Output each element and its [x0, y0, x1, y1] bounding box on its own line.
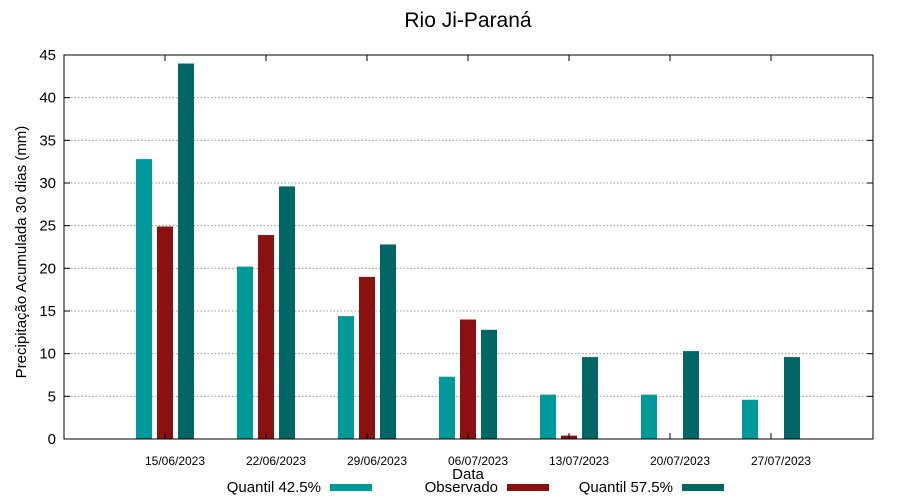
x-tick-label: 29/06/2023 — [347, 454, 407, 468]
y-axis-ticks: 0 5 10 15 20 25 30 35 40 45 — [39, 47, 873, 448]
bar-quantil-42-5--4 — [540, 394, 556, 439]
y-tick-label: 5 — [48, 388, 56, 405]
bar-quantil-42-5--3 — [439, 376, 455, 439]
y-tick-label: 30 — [39, 175, 56, 192]
bar-quantil-42-5--1 — [237, 266, 253, 439]
y-axis-label: Precipitação Acumulada 30 dias (mm) — [13, 126, 30, 379]
y-tick-label: 0 — [48, 431, 56, 448]
bar-quantil-42-5--2 — [338, 316, 354, 439]
legend-swatch — [507, 484, 549, 491]
bar-quantil-57-5--0 — [178, 63, 194, 440]
bar-quantil-57-5--1 — [279, 186, 295, 439]
y-tick-label: 10 — [39, 346, 56, 363]
bar-observado-2 — [359, 276, 375, 439]
bars — [136, 63, 800, 440]
bar-quantil-57-5--5 — [683, 351, 699, 439]
x-tick-label: 13/07/2023 — [549, 454, 609, 468]
bar-quantil-42-5--6 — [742, 399, 758, 439]
x-tick-label: 06/07/2023 — [448, 454, 508, 468]
x-tick-label: 27/07/2023 — [751, 454, 811, 468]
legend-label: Quantil 57.5% — [579, 479, 673, 496]
y-tick-label: 45 — [39, 47, 56, 64]
chart-title: Rio Ji-Paraná — [404, 9, 532, 32]
bar-quantil-57-5--3 — [481, 329, 497, 439]
legend-swatch — [330, 484, 372, 491]
y-tick-label: 40 — [39, 90, 56, 107]
y-tick-label: 25 — [39, 218, 56, 235]
bar-quantil-42-5--5 — [641, 394, 657, 439]
bar-quantil-42-5--0 — [136, 159, 152, 439]
y-tick-label: 15 — [39, 303, 56, 320]
bar-quantil-57-5--2 — [380, 244, 396, 439]
x-tick-label: 20/07/2023 — [650, 454, 710, 468]
legend-swatch — [682, 484, 724, 491]
bar-quantil-57-5--4 — [582, 357, 598, 439]
x-tick-label: 15/06/2023 — [145, 454, 205, 468]
x-axis-label: Data — [452, 466, 484, 483]
legend-label: Observado — [425, 479, 498, 496]
bar-observado-0 — [157, 226, 173, 439]
bar-observado-1 — [258, 235, 274, 439]
x-axis-ticks: 15/06/2023 22/06/2023 29/06/2023 06/07/2023… — [145, 55, 811, 468]
y-tick-label: 35 — [39, 132, 56, 149]
legend: Quantil 42.5% Observado Quantil 57.5% — [227, 479, 724, 496]
bar-quantil-57-5--6 — [784, 357, 800, 439]
y-tick-label: 20 — [39, 260, 56, 277]
legend-label: Quantil 42.5% — [227, 479, 321, 496]
x-tick-label: 22/06/2023 — [246, 454, 306, 468]
bar-observado-3 — [460, 319, 476, 439]
